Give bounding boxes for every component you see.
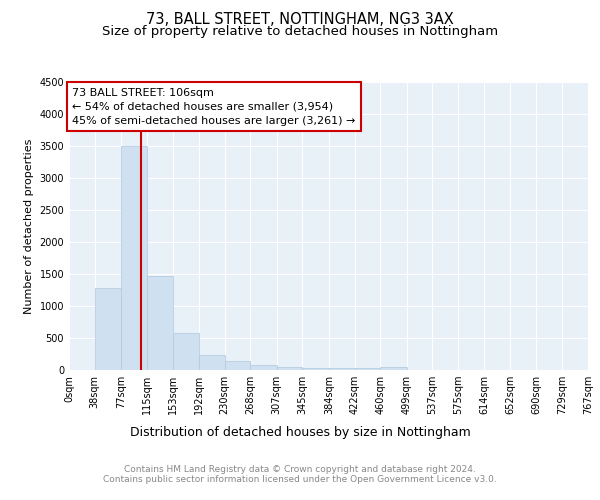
Text: Distribution of detached houses by size in Nottingham: Distribution of detached houses by size … <box>130 426 470 439</box>
Y-axis label: Number of detached properties: Number of detached properties <box>24 138 34 314</box>
Text: Contains HM Land Registry data © Crown copyright and database right 2024.: Contains HM Land Registry data © Crown c… <box>124 464 476 473</box>
Bar <box>95 288 121 370</box>
Bar <box>199 354 224 370</box>
Text: Size of property relative to detached houses in Nottingham: Size of property relative to detached ho… <box>102 25 498 38</box>
Bar <box>329 368 355 370</box>
Bar <box>355 368 380 370</box>
Bar <box>147 276 173 370</box>
Bar <box>380 368 407 370</box>
Text: 73 BALL STREET: 106sqm
← 54% of detached houses are smaller (3,954)
45% of semi-: 73 BALL STREET: 106sqm ← 54% of detached… <box>73 88 356 126</box>
Bar <box>224 362 250 370</box>
Text: 73, BALL STREET, NOTTINGHAM, NG3 3AX: 73, BALL STREET, NOTTINGHAM, NG3 3AX <box>146 12 454 28</box>
Bar <box>121 146 147 370</box>
Bar <box>173 334 199 370</box>
Bar <box>302 368 329 370</box>
Text: Contains public sector information licensed under the Open Government Licence v3: Contains public sector information licen… <box>103 476 497 484</box>
Bar <box>250 365 277 370</box>
Bar <box>277 368 302 370</box>
